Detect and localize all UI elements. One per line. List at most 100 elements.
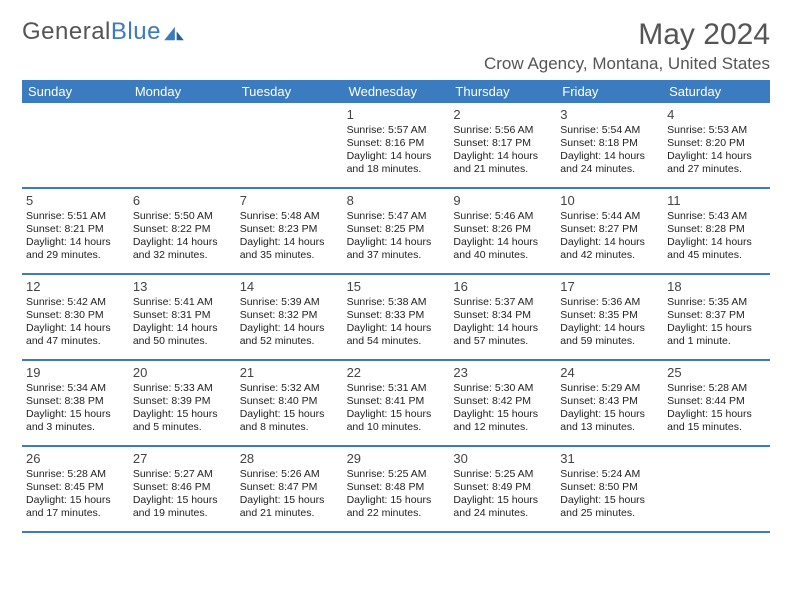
day-number: 29 <box>347 451 446 466</box>
calendar-day-cell: 14Sunrise: 5:39 AMSunset: 8:32 PMDayligh… <box>236 275 343 359</box>
day-number: 27 <box>133 451 232 466</box>
day-details: Sunrise: 5:24 AMSunset: 8:50 PMDaylight:… <box>560 468 659 521</box>
calendar-day-cell: 19 Sunrise: 5:34 AMSunset: 8:38 PMDayligh… <box>22 361 129 445</box>
calendar-day-cell: 16 Sunrise: 5:37 AMSunset: 8:34 PMDayligh… <box>449 275 556 359</box>
day-number: 3 <box>560 107 659 122</box>
day-details: Sunrise: 5:48 AMSunset: 8:23 PMDaylight:… <box>240 210 339 263</box>
day-details: Sunrise: 5:54 AMSunset: 8:18 PMDaylight:… <box>560 124 659 177</box>
day-number: 11 <box>667 193 766 208</box>
location-text: Crow Agency, Montana, United States <box>484 54 770 74</box>
day-details: Sunrise: 5:46 AMSunset: 8:26 PMDaylight:… <box>453 210 552 263</box>
day-number: 18 <box>667 279 766 294</box>
day-details: Sunrise: 5:26 AMSunset: 8:47 PMDaylight:… <box>240 468 339 521</box>
day-details: Sunrise: 5:41 AMSunset: 8:31 PMDaylight:… <box>133 296 232 349</box>
day-details: Sunrise: 5:34 AMSunset: 8:38 PMDaylight:… <box>26 382 125 435</box>
day-details: Sunrise: 5:36 AMSunset: 8:35 PMDaylight:… <box>560 296 659 349</box>
calendar-day-cell: 27 Sunrise: 5:27 AMSunset: 8:46 PMDayligh… <box>129 447 236 531</box>
day-number: 8 <box>347 193 446 208</box>
day-details: Sunrise: 5:57 AMSunset: 8:16 PMDaylight:… <box>347 124 446 177</box>
day-details: Sunrise: 5:31 AMSunset: 8:41 PMDaylight:… <box>347 382 446 435</box>
day-details: Sunrise: 5:33 AMSunset: 8:39 PMDaylight:… <box>133 382 232 435</box>
calendar-day-cell: 4Sunrise: 5:53 AMSunset: 8:20 PMDaylight… <box>663 103 770 187</box>
calendar-day-cell: 26Sunrise: 5:28 AMSunset: 8:45 PMDayligh… <box>22 447 129 531</box>
day-details: Sunrise: 5:44 AMSunset: 8:27 PMDaylight:… <box>560 210 659 263</box>
calendar-day-cell: 13Sunrise: 5:41 AMSunset: 8:31 PMDayligh… <box>129 275 236 359</box>
day-header-cell: Wednesday <box>343 80 450 103</box>
day-details: Sunrise: 5:50 AMSunset: 8:22 PMDaylight:… <box>133 210 232 263</box>
day-number: 17 <box>560 279 659 294</box>
day-details: Sunrise: 5:30 AMSunset: 8:42 PMDaylight:… <box>453 382 552 435</box>
calendar-day-cell: 11 Sunrise: 5:43 AMSunset: 8:28 PMDayligh… <box>663 189 770 273</box>
day-number: 2 <box>453 107 552 122</box>
calendar-week-row: 19 Sunrise: 5:34 AMSunset: 8:38 PMDayligh… <box>22 361 770 447</box>
day-details: Sunrise: 5:47 AMSunset: 8:25 PMDaylight:… <box>347 210 446 263</box>
day-header-row: SundayMondayTuesdayWednesdayThursdayFrid… <box>22 80 770 103</box>
calendar-day-cell: 20 Sunrise: 5:33 AMSunset: 8:39 PMDayligh… <box>129 361 236 445</box>
day-number: 22 <box>347 365 446 380</box>
logo-sail-icon <box>163 26 185 42</box>
day-number: 28 <box>240 451 339 466</box>
day-details: Sunrise: 5:37 AMSunset: 8:34 PMDaylight:… <box>453 296 552 349</box>
day-details: Sunrise: 5:25 AMSunset: 8:49 PMDaylight:… <box>453 468 552 521</box>
month-title: May 2024 <box>484 18 770 52</box>
calendar-day-cell: 24Sunrise: 5:29 AMSunset: 8:43 PMDayligh… <box>556 361 663 445</box>
day-header-cell: Friday <box>556 80 663 103</box>
day-number: 1 <box>347 107 446 122</box>
day-header-cell: Saturday <box>663 80 770 103</box>
day-details: Sunrise: 5:42 AMSunset: 8:30 PMDaylight:… <box>26 296 125 349</box>
calendar-day-cell: 3 Sunrise: 5:54 AMSunset: 8:18 PMDaylight… <box>556 103 663 187</box>
day-details: Sunrise: 5:29 AMSunset: 8:43 PMDaylight:… <box>560 382 659 435</box>
calendar-day-cell: 8 Sunrise: 5:47 AMSunset: 8:25 PMDaylight… <box>343 189 450 273</box>
calendar-day-cell <box>22 103 129 187</box>
calendar-day-cell: 29 Sunrise: 5:25 AMSunset: 8:48 PMDayligh… <box>343 447 450 531</box>
day-details: Sunrise: 5:39 AMSunset: 8:32 PMDaylight:… <box>240 296 339 349</box>
day-number: 30 <box>453 451 552 466</box>
day-details: Sunrise: 5:28 AMSunset: 8:45 PMDaylight:… <box>26 468 125 521</box>
day-details: Sunrise: 5:32 AMSunset: 8:40 PMDaylight:… <box>240 382 339 435</box>
calendar-day-cell: 6 Sunrise: 5:50 AMSunset: 8:22 PMDaylight… <box>129 189 236 273</box>
calendar-day-cell: 7 Sunrise: 5:48 AMSunset: 8:23 PMDaylight… <box>236 189 343 273</box>
calendar-day-cell: 18 Sunrise: 5:35 AMSunset: 8:37 PMDayligh… <box>663 275 770 359</box>
day-number: 9 <box>453 193 552 208</box>
title-block: May 2024 Crow Agency, Montana, United St… <box>484 18 770 74</box>
day-header-cell: Tuesday <box>236 80 343 103</box>
day-number: 5 <box>26 193 125 208</box>
calendar-day-cell: 15Sunrise: 5:38 AMSunset: 8:33 PMDayligh… <box>343 275 450 359</box>
calendar-day-cell: 1 Sunrise: 5:57 AMSunset: 8:16 PMDaylight… <box>343 103 450 187</box>
day-details: Sunrise: 5:28 AMSunset: 8:44 PMDaylight:… <box>667 382 766 435</box>
day-details: Sunrise: 5:51 AMSunset: 8:21 PMDaylight:… <box>26 210 125 263</box>
calendar-day-cell: 28 Sunrise: 5:26 AMSunset: 8:47 PMDayligh… <box>236 447 343 531</box>
calendar-day-cell: 25 Sunrise: 5:28 AMSunset: 8:44 PMDayligh… <box>663 361 770 445</box>
calendar-day-cell <box>663 447 770 531</box>
day-number: 21 <box>240 365 339 380</box>
day-details: Sunrise: 5:43 AMSunset: 8:28 PMDaylight:… <box>667 210 766 263</box>
day-details: Sunrise: 5:53 AMSunset: 8:20 PMDaylight:… <box>667 124 766 177</box>
day-header-cell: Sunday <box>22 80 129 103</box>
calendar-day-cell: 21 Sunrise: 5:32 AMSunset: 8:40 PMDayligh… <box>236 361 343 445</box>
calendar-day-cell: 10 Sunrise: 5:44 AMSunset: 8:27 PMDayligh… <box>556 189 663 273</box>
day-header-cell: Monday <box>129 80 236 103</box>
day-details: Sunrise: 5:25 AMSunset: 8:48 PMDaylight:… <box>347 468 446 521</box>
day-number: 12 <box>26 279 125 294</box>
day-number: 6 <box>133 193 232 208</box>
calendar: SundayMondayTuesdayWednesdayThursdayFrid… <box>22 80 770 533</box>
logo: GeneralBlue <box>22 18 185 46</box>
day-number: 23 <box>453 365 552 380</box>
day-number: 16 <box>453 279 552 294</box>
day-number: 31 <box>560 451 659 466</box>
day-number: 20 <box>133 365 232 380</box>
day-number: 25 <box>667 365 766 380</box>
day-number: 19 <box>26 365 125 380</box>
header: GeneralBlue May 2024 Crow Agency, Montan… <box>22 18 770 74</box>
calendar-weeks: 1 Sunrise: 5:57 AMSunset: 8:16 PMDaylight… <box>22 103 770 533</box>
calendar-day-cell: 22 Sunrise: 5:31 AMSunset: 8:41 PMDayligh… <box>343 361 450 445</box>
day-details: Sunrise: 5:27 AMSunset: 8:46 PMDaylight:… <box>133 468 232 521</box>
day-details: Sunrise: 5:35 AMSunset: 8:37 PMDaylight:… <box>667 296 766 349</box>
logo-text-blue: Blue <box>111 18 161 46</box>
calendar-week-row: 12 Sunrise: 5:42 AMSunset: 8:30 PMDayligh… <box>22 275 770 361</box>
calendar-day-cell: 12 Sunrise: 5:42 AMSunset: 8:30 PMDayligh… <box>22 275 129 359</box>
day-number: 10 <box>560 193 659 208</box>
day-number: 7 <box>240 193 339 208</box>
calendar-day-cell: 31 Sunrise: 5:24 AMSunset: 8:50 PMDayligh… <box>556 447 663 531</box>
calendar-week-row: 1 Sunrise: 5:57 AMSunset: 8:16 PMDaylight… <box>22 103 770 189</box>
